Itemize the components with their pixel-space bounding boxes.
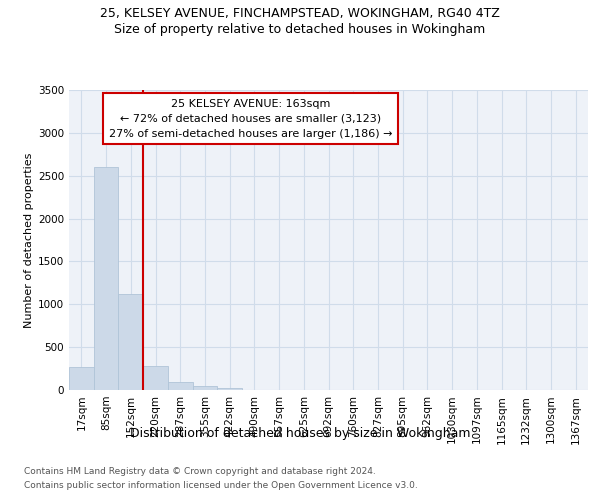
Text: 25, KELSEY AVENUE, FINCHAMPSTEAD, WOKINGHAM, RG40 4TZ: 25, KELSEY AVENUE, FINCHAMPSTEAD, WOKING… <box>100 8 500 20</box>
Bar <box>143 366 168 390</box>
Bar <box>69 367 94 390</box>
Bar <box>94 167 118 390</box>
Text: Size of property relative to detached houses in Wokingham: Size of property relative to detached ho… <box>115 22 485 36</box>
Bar <box>168 382 193 390</box>
Bar <box>193 386 217 390</box>
Bar <box>217 388 242 390</box>
Text: 25 KELSEY AVENUE: 163sqm
← 72% of detached houses are smaller (3,123)
27% of sem: 25 KELSEY AVENUE: 163sqm ← 72% of detach… <box>109 99 392 138</box>
Bar <box>118 294 143 390</box>
Text: Distribution of detached houses by size in Wokingham: Distribution of detached houses by size … <box>130 428 470 440</box>
Text: Contains HM Land Registry data © Crown copyright and database right 2024.: Contains HM Land Registry data © Crown c… <box>24 468 376 476</box>
Text: Contains public sector information licensed under the Open Government Licence v3: Contains public sector information licen… <box>24 481 418 490</box>
Y-axis label: Number of detached properties: Number of detached properties <box>24 152 34 328</box>
